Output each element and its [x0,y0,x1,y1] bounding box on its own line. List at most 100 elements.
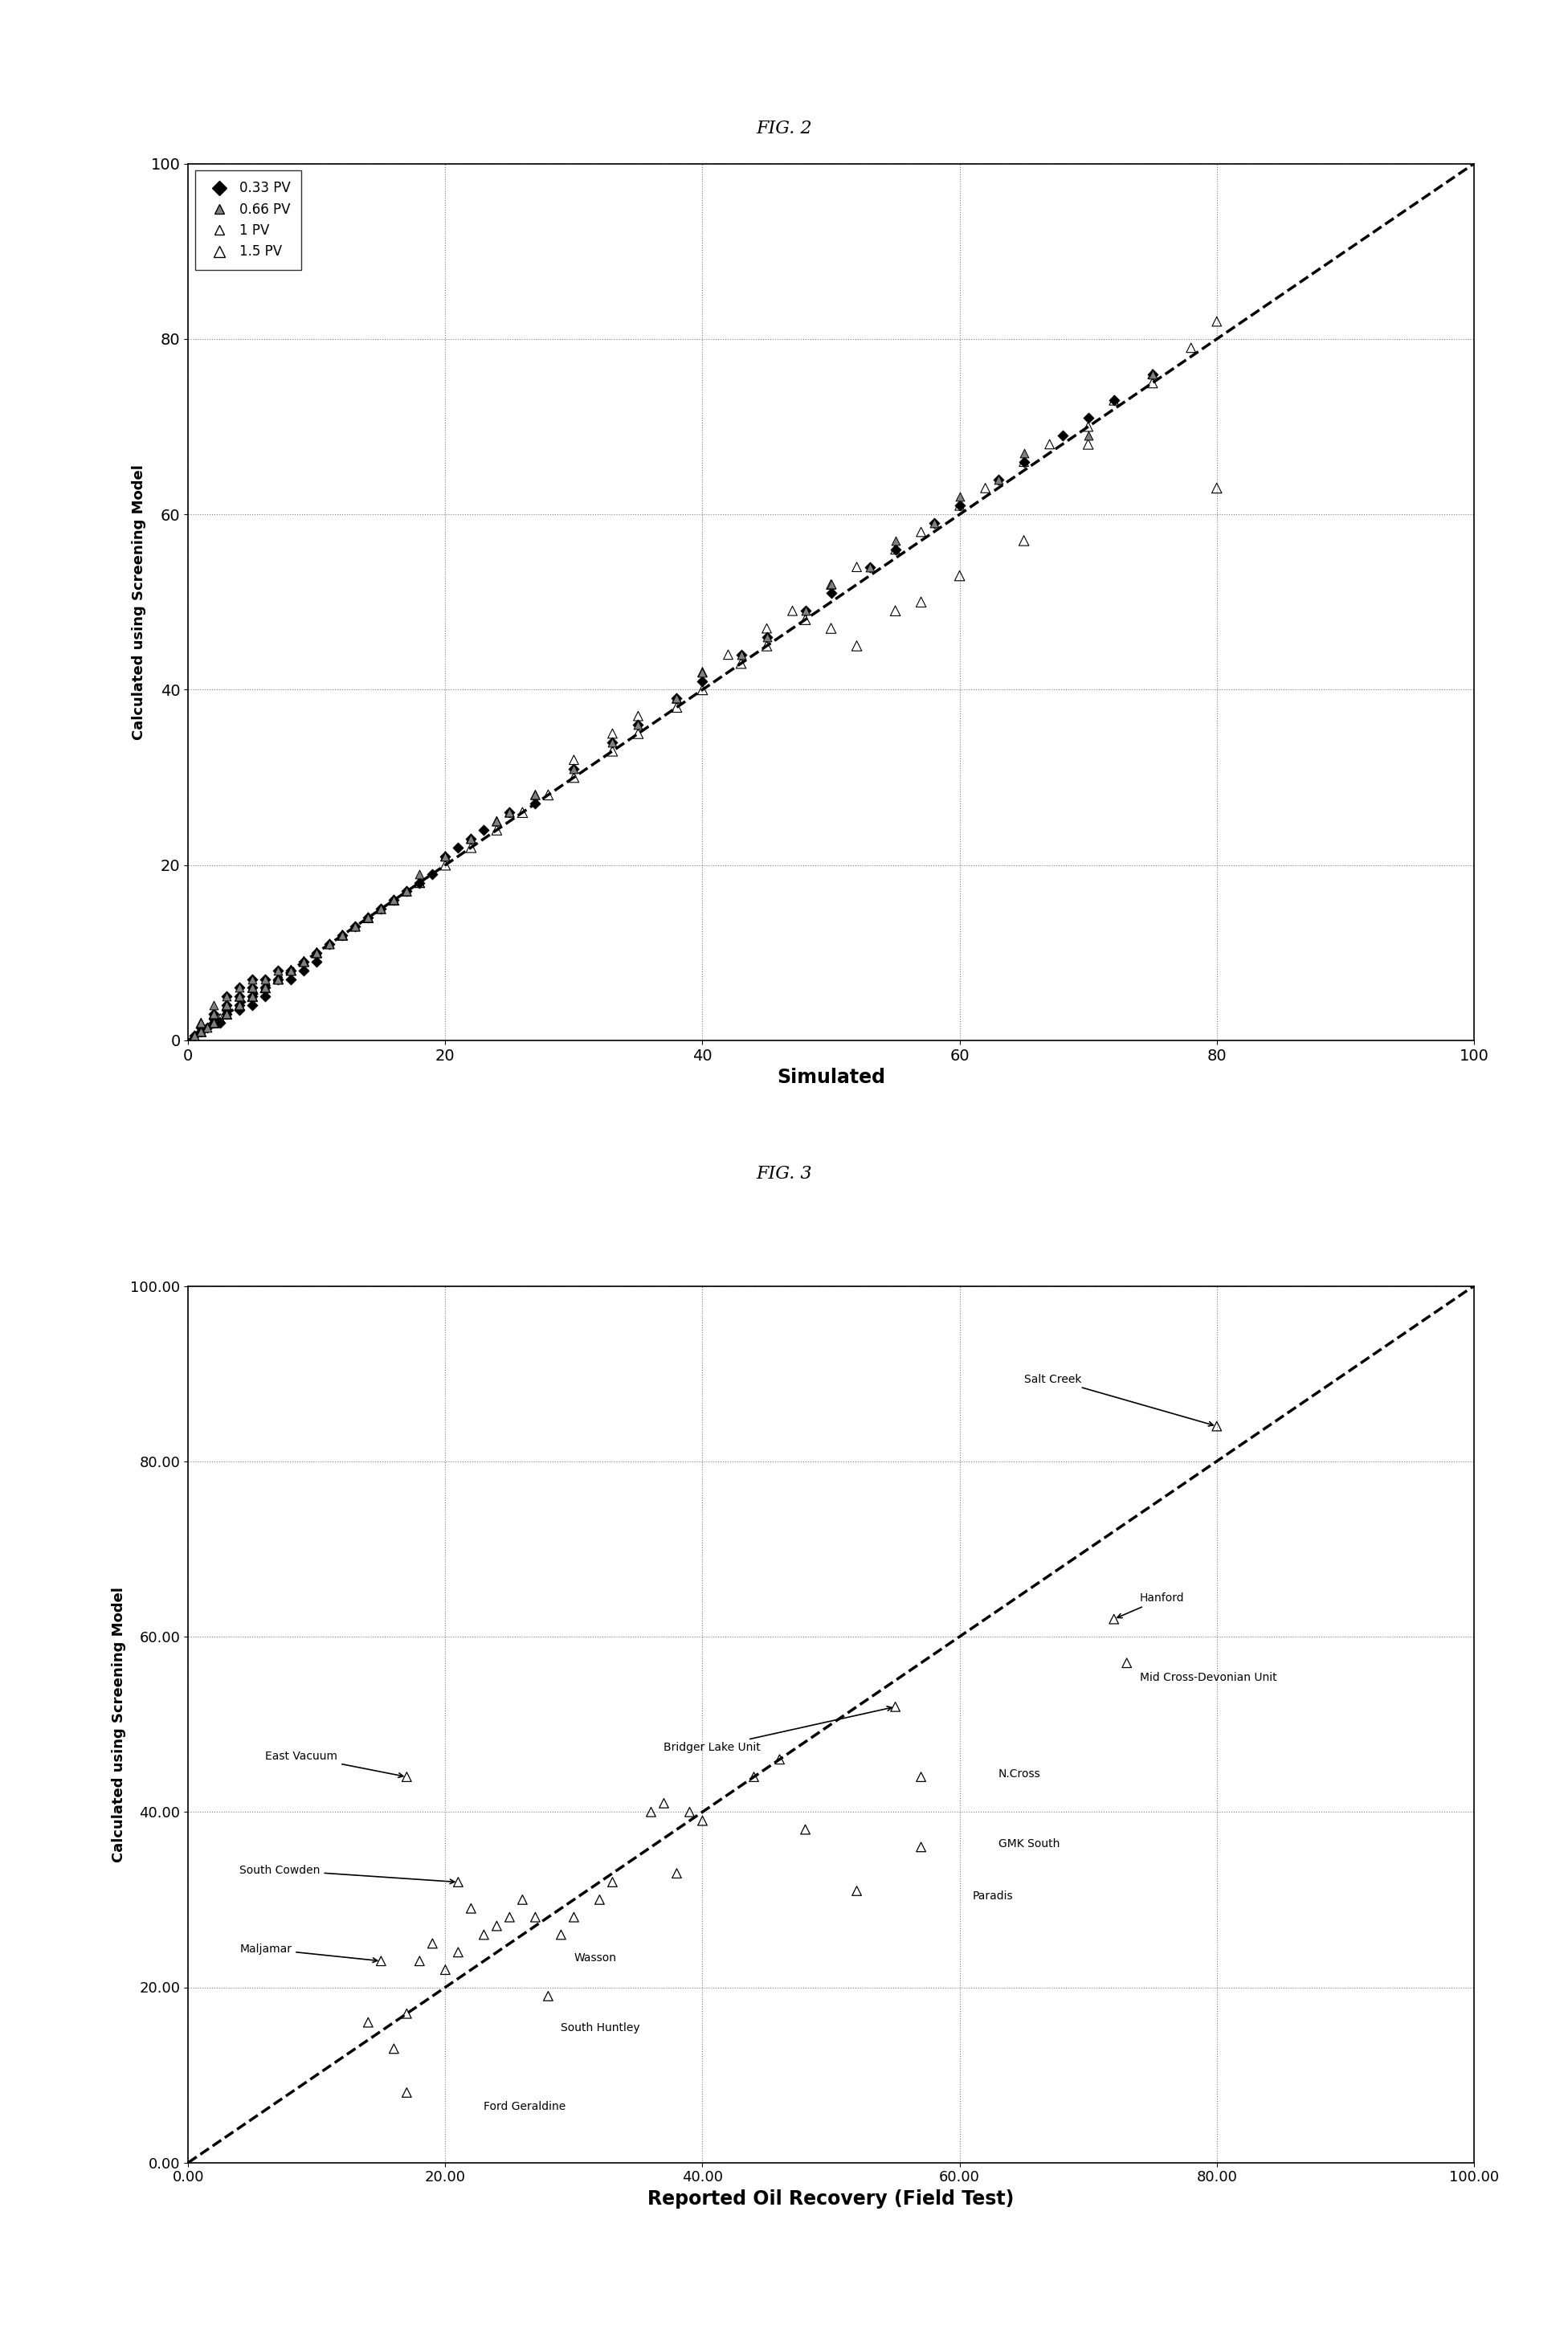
Point [1011,442,1036,479]
Point [601,732,626,769]
Point [420,1924,445,1962]
Point [394,872,419,909]
Point [252,961,278,998]
Point [485,802,510,839]
Text: Wasson: Wasson [574,1952,616,1964]
Point [844,547,869,584]
Point [240,968,265,1005]
Point [201,996,226,1033]
Point [304,933,329,970]
Point [818,566,844,603]
Point [215,996,240,1033]
Point [638,1793,663,1831]
Point [252,968,278,1005]
Point [265,961,290,998]
Point [227,977,252,1015]
Point [433,837,458,874]
X-axis label: Simulated: Simulated [776,1068,886,1087]
Point [1076,407,1101,444]
Text: FIG. 2: FIG. 2 [756,119,812,138]
Point [252,968,278,1005]
Point [227,968,252,1005]
Point [201,996,226,1033]
Point [215,977,240,1015]
Point [408,863,433,900]
Point [201,1003,226,1040]
Point [754,627,779,664]
Point [626,706,651,743]
Point [497,793,522,830]
Y-axis label: Calculated using Screening Model: Calculated using Screening Model [132,465,146,739]
Point [922,505,947,542]
Point [1101,381,1126,419]
Point [356,2004,381,2041]
Point [1101,381,1126,419]
Point [279,952,304,989]
Point [522,1898,547,1936]
Point [292,952,317,989]
Point [497,793,522,830]
Point [215,987,240,1024]
Point [665,680,690,718]
Point [1204,302,1229,339]
Point [201,996,226,1033]
Point [215,996,240,1033]
Point [408,863,433,900]
Text: Paradis: Paradis [972,1891,1013,1903]
Point [472,811,497,849]
Point [304,942,329,980]
Point [445,1863,470,1901]
Point [793,1810,818,1847]
Point [304,933,329,970]
Point [188,1003,213,1040]
Point [458,1889,483,1927]
Point [408,1943,433,1980]
Point [1101,1599,1126,1637]
Point [510,793,535,830]
Point [779,592,804,629]
Point [651,1784,676,1821]
Point [188,1012,213,1050]
Point [292,942,317,980]
Point [767,1739,792,1777]
Point [265,961,290,998]
Point [1051,416,1076,454]
Point [252,977,278,1015]
Point [858,547,883,584]
Point [227,977,252,1015]
Point [690,652,715,692]
Point [194,1008,220,1045]
Point [201,1003,226,1040]
Point [818,610,844,648]
Point [601,1863,626,1901]
Point [445,1934,470,1971]
Point [986,461,1011,498]
Point [279,961,304,998]
Point [329,916,354,954]
Point [317,926,342,963]
Point [626,706,651,743]
Point [368,891,394,928]
Point [445,828,470,865]
Point [883,592,908,629]
Text: Mid Cross-Devonian Unit: Mid Cross-Devonian Unit [1140,1672,1276,1683]
Point [329,916,354,954]
Point [252,968,278,1005]
Point [1036,426,1062,463]
Point [742,1758,767,1796]
Point [201,1003,226,1040]
Text: Maljamar: Maljamar [240,1943,378,1962]
Text: Ford Geraldine: Ford Geraldine [485,2102,566,2114]
Point [754,617,779,655]
Point [458,828,483,865]
Point [394,1758,419,1796]
Point [1204,1407,1229,1445]
Point [522,786,547,823]
Point [522,776,547,814]
Point [394,872,419,909]
Point [188,1012,213,1050]
Point [240,987,265,1024]
Point [356,898,381,935]
Point [908,582,933,620]
Point [536,1978,561,2015]
